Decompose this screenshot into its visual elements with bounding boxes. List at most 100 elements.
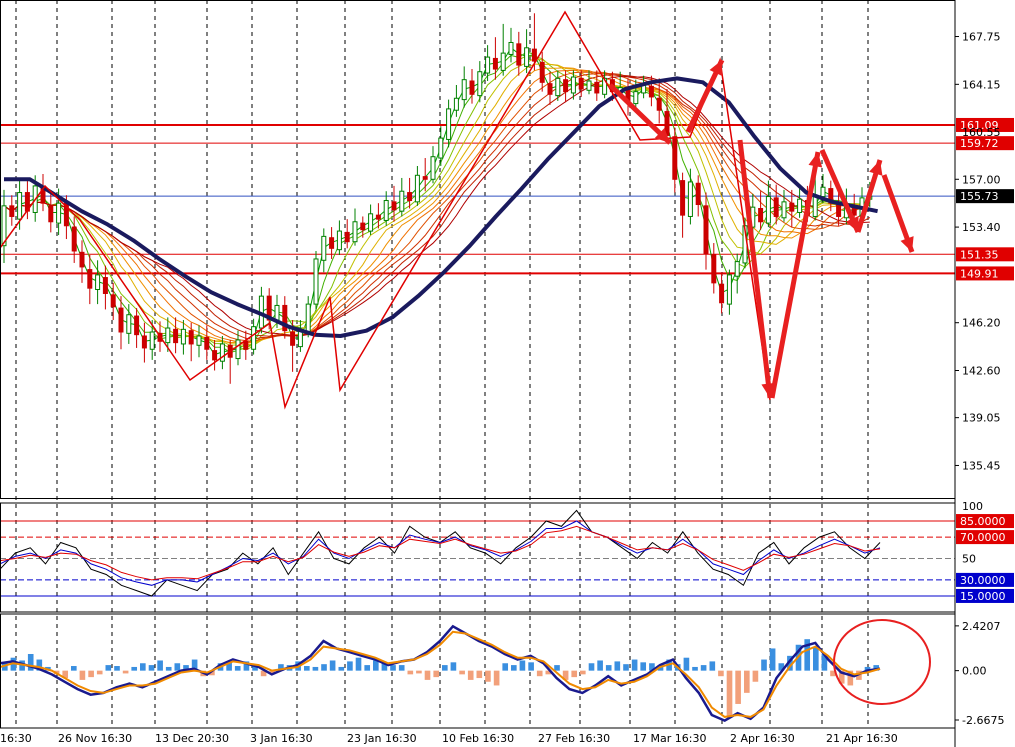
macd-histogram-bar [27, 654, 34, 671]
macd-histogram-bar [864, 666, 871, 671]
macd-histogram-bar [338, 666, 345, 671]
macd-histogram-bar [312, 666, 319, 671]
candle-body [422, 176, 428, 180]
macd-histogram-bar [744, 670, 750, 693]
x-axis-label: 13 Dec 20:30 [155, 732, 229, 745]
osc-tick-label: 100 [962, 500, 983, 513]
candle-body [336, 230, 342, 251]
x-axis-label: 3 Jan 16:30 [250, 732, 313, 745]
candle-body [17, 192, 23, 220]
candle-body [687, 181, 693, 217]
moving-average [4, 76, 879, 338]
candle-body [773, 197, 779, 217]
price-tick-label: 167.75 [962, 31, 1001, 44]
candle-body [110, 294, 116, 308]
macd-histogram-bar [140, 663, 146, 671]
candle-body [321, 235, 327, 261]
level-badge [956, 266, 1014, 281]
candle-body [180, 328, 186, 345]
macd-histogram-bar [321, 664, 327, 671]
candle-body [469, 80, 475, 95]
price-tick-label: 142.60 [962, 365, 1001, 378]
candle-body [820, 186, 826, 198]
candle-body [719, 283, 725, 304]
macd-histogram-bar [191, 659, 198, 671]
candle-body [118, 307, 124, 333]
macd-histogram-bar [735, 670, 741, 704]
macd-histogram-bar [165, 666, 172, 671]
macd-histogram-bar [122, 670, 129, 674]
candle-body [56, 202, 62, 224]
candle-body [282, 304, 288, 332]
annotations [0, 10, 915, 410]
candle-body [680, 180, 686, 216]
level-badge-label: 159.72 [960, 137, 999, 150]
macd-histogram-bar [571, 670, 578, 678]
x-axis-label: 2 Apr 16:30 [730, 732, 795, 745]
macd-histogram-bar [502, 663, 509, 671]
macd-histogram-bar [62, 670, 69, 679]
candle-body [102, 277, 108, 294]
macd-histogram-bar [554, 665, 560, 671]
ma-ribbon [3, 47, 871, 356]
macd-histogram-bar [821, 654, 828, 671]
macd-histogram-bar [459, 670, 465, 675]
macd-histogram-bar [597, 660, 603, 671]
x-axis-label: 26 Nov 16:30 [58, 732, 132, 745]
candle-body [196, 335, 202, 346]
macd-histogram-bar [226, 662, 232, 671]
candle-body [407, 192, 413, 202]
candle-body [95, 274, 101, 291]
candle-body [430, 156, 436, 180]
macd-histogram-bar [381, 663, 388, 671]
level-badge [956, 117, 1014, 132]
arrow-head [808, 152, 823, 168]
ribbon-ma-line [3, 57, 870, 348]
ribbon-ma-line [3, 75, 870, 337]
candle-body [235, 339, 241, 360]
candle-body [797, 198, 803, 213]
candle-body [485, 56, 491, 74]
macd-histogram-bar [329, 660, 336, 671]
osc-level-badge [956, 572, 1014, 587]
macd-histogram-bar [838, 670, 845, 684]
candle-body [765, 196, 771, 224]
macd-histogram-bar [580, 670, 586, 675]
macd-histogram-bar [424, 670, 431, 680]
candle-body [446, 108, 452, 140]
macd-histogram-bar [131, 666, 138, 671]
candle-body [48, 205, 54, 223]
macd-histogram-bar [700, 665, 707, 671]
candle-body [297, 330, 303, 348]
candle-body [368, 213, 374, 232]
candle-body [734, 261, 740, 277]
level-badge-label: 151.35 [960, 248, 999, 261]
macd-histogram-bar [209, 670, 215, 676]
candle-body [399, 190, 405, 212]
arrow-shaft [819, 148, 861, 234]
macd-histogram-bar [183, 665, 189, 671]
candle-body [375, 214, 381, 220]
macd-histogram-bar [407, 670, 414, 675]
macd-histogram-bar [114, 666, 120, 671]
osc-level-badge [956, 588, 1014, 603]
macd-histogram-bar [442, 665, 448, 671]
osc-level-label: 30.0000 [960, 574, 1006, 587]
ribbon-ma-line [3, 55, 870, 351]
osc-series-line [0, 520, 881, 586]
arrow-shaft [769, 151, 821, 399]
macd-histogram-bar [787, 655, 793, 671]
candle-body [383, 200, 389, 221]
candle-body [329, 237, 335, 249]
macd-histogram-bar [485, 670, 491, 682]
macd-histogram-bar [709, 661, 716, 671]
candle-body [173, 328, 179, 344]
candle-body [204, 336, 210, 350]
macd-histogram-bar [588, 663, 595, 671]
macd-histogram-bar [528, 662, 534, 671]
candle-body [141, 335, 147, 349]
price-tick-label: 160.55 [962, 126, 1001, 139]
candle-body [531, 48, 537, 62]
